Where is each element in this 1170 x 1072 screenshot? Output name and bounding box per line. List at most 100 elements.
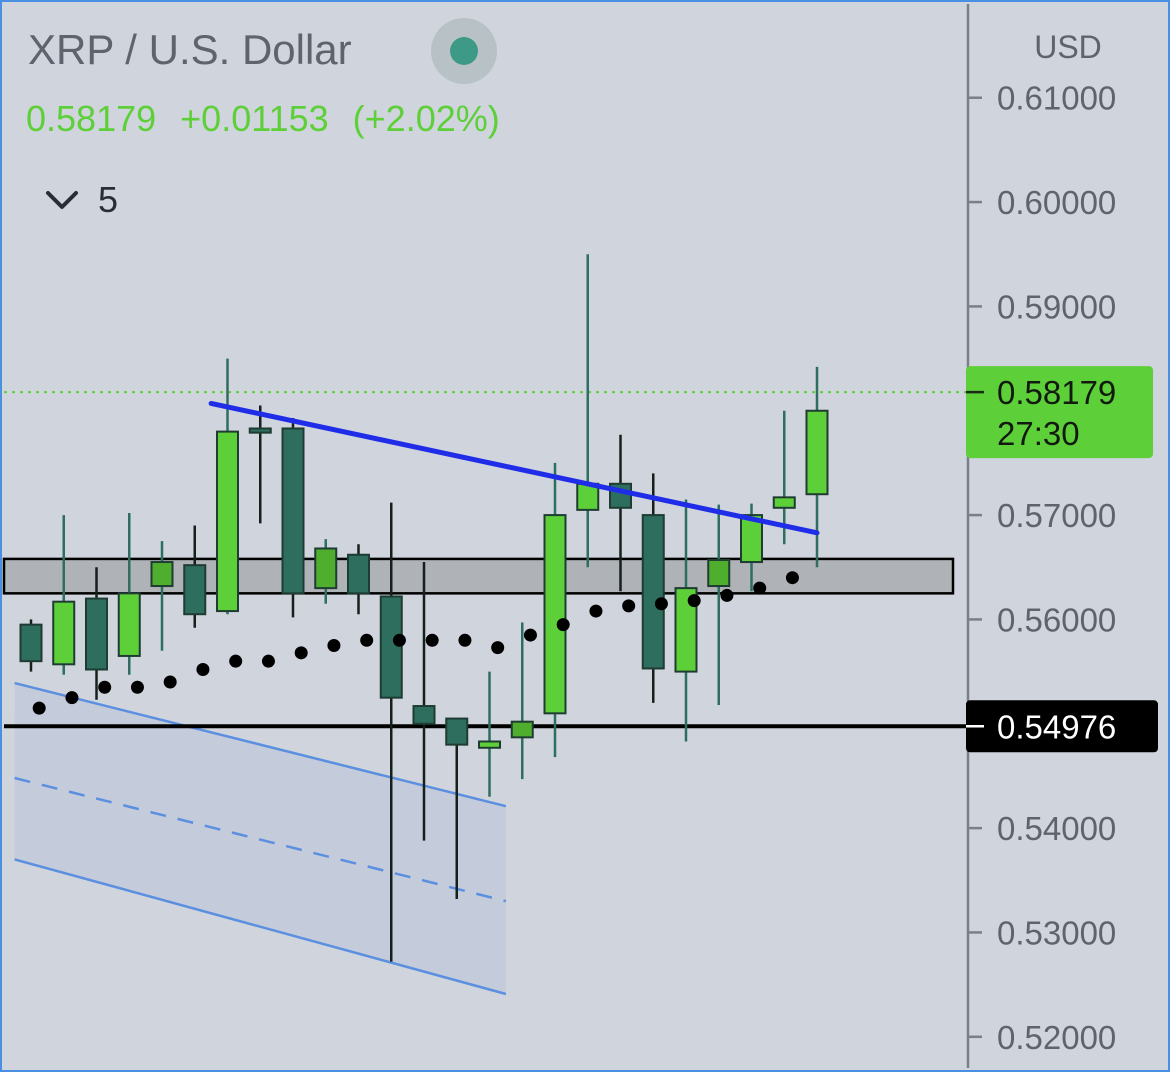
candle-body xyxy=(412,705,436,725)
indicator-dot xyxy=(392,633,406,647)
quote-line: 0.58179 +0.01153 (+2.02%) xyxy=(26,98,514,140)
indicator-dots xyxy=(32,571,799,715)
candle-body xyxy=(248,427,272,434)
candle xyxy=(379,502,403,962)
price-change: +0.01153 xyxy=(180,98,329,139)
current-price-value: 0.58179 xyxy=(997,374,1116,411)
candle xyxy=(150,541,174,651)
y-tick: 0.54000 xyxy=(968,810,1116,847)
candle-body xyxy=(85,597,108,671)
live-dot-icon xyxy=(450,37,478,65)
candle xyxy=(85,567,108,700)
candle xyxy=(478,671,501,797)
support-zone-rect xyxy=(2,557,955,595)
candle xyxy=(445,717,469,900)
descending-trendline xyxy=(208,400,820,536)
indicator-dot xyxy=(556,618,570,632)
candle xyxy=(281,418,305,618)
y-tick-label: 0.54000 xyxy=(997,810,1116,847)
last-price: 0.58179 xyxy=(26,98,157,139)
y-tick-label: 0.57000 xyxy=(997,497,1116,534)
candle-body xyxy=(772,496,796,509)
indicator-dot xyxy=(229,654,243,668)
indicator-dot xyxy=(196,663,210,677)
indicator-dot xyxy=(32,701,46,715)
candle xyxy=(183,525,207,628)
indicators-toggle-button[interactable]: 5 xyxy=(44,178,118,222)
candle-countdown: 27:30 xyxy=(997,415,1080,452)
y-tick: 0.60000 xyxy=(968,184,1116,221)
y-tick-label: 0.52000 xyxy=(997,1019,1116,1056)
candle xyxy=(412,562,436,841)
indicator-dot xyxy=(65,691,79,705)
indicator-dot xyxy=(785,571,799,585)
candle-body xyxy=(805,409,829,496)
candle-body xyxy=(117,592,141,657)
candle-body xyxy=(674,587,698,673)
price-change-percent: (+2.02%) xyxy=(352,98,500,139)
y-tick-label: 0.60000 xyxy=(997,184,1116,221)
indicator-dot xyxy=(163,675,177,689)
candle-body xyxy=(19,623,43,663)
indicator-dot xyxy=(327,639,341,653)
indicator-dot xyxy=(98,680,112,694)
y-tick: 0.52000 xyxy=(968,1019,1116,1056)
candle-body xyxy=(379,595,403,699)
candle xyxy=(347,544,370,615)
indicator-dot xyxy=(753,581,767,595)
y-tick-label: 0.59000 xyxy=(997,288,1116,325)
indicator-dot xyxy=(294,646,308,660)
candle-body xyxy=(281,427,305,595)
candle xyxy=(543,462,567,758)
y-tick: 0.56000 xyxy=(968,601,1116,638)
indicator-dot xyxy=(720,588,734,602)
marked-level-value: 0.54976 xyxy=(997,708,1116,745)
indicator-dot xyxy=(622,599,636,613)
candle xyxy=(805,366,829,568)
live-status-dot[interactable] xyxy=(431,18,497,84)
candle xyxy=(641,473,665,703)
candle-body xyxy=(510,720,534,739)
candle xyxy=(52,515,76,675)
y-tick: 0.59000 xyxy=(968,288,1116,325)
current-price-label: 0.58179 27:30 xyxy=(966,366,1153,459)
candle-body xyxy=(641,514,665,670)
candle-body xyxy=(543,514,567,715)
candle xyxy=(248,405,272,524)
candle-body xyxy=(150,561,174,588)
indicator-dot xyxy=(458,633,472,647)
indicator-dot xyxy=(360,633,374,647)
price-labels: 0.58179 27:30 0.54976 xyxy=(966,366,1158,753)
candle xyxy=(117,513,141,675)
candle-body xyxy=(707,558,731,588)
candle xyxy=(19,619,43,672)
candle-body xyxy=(183,564,207,616)
candle xyxy=(314,539,338,604)
indicator-dot xyxy=(491,641,505,655)
trendline[interactable] xyxy=(208,400,820,536)
price-levels xyxy=(4,391,966,729)
support-zone[interactable] xyxy=(2,557,955,595)
y-tick-label: 0.61000 xyxy=(997,80,1116,117)
candle xyxy=(576,254,600,568)
candle-body xyxy=(445,717,469,746)
y-tick: 0.57000 xyxy=(968,497,1116,534)
candle-body xyxy=(740,514,763,564)
chevron-down-icon xyxy=(46,191,78,209)
candle xyxy=(510,622,534,780)
marked-level-label: 0.54976 xyxy=(966,700,1158,753)
current-price-label-bg xyxy=(966,366,1153,459)
indicator-dot xyxy=(425,633,439,647)
candle xyxy=(707,504,731,705)
channel-middle-line xyxy=(14,776,507,903)
price-axis[interactable]: USD 0.61000 0.60000 0.59000 0.57000 0.56000 0… xyxy=(966,4,1116,1068)
symbol-title[interactable]: XRP / U.S. Dollar xyxy=(28,26,352,73)
indicator-dot xyxy=(130,680,144,694)
descending-channel[interactable] xyxy=(14,681,507,996)
y-tick: 0.53000 xyxy=(968,914,1116,951)
y-tick-label: 0.53000 xyxy=(997,914,1116,951)
candle-body xyxy=(478,740,501,749)
indicator-dot xyxy=(261,654,275,668)
indicator-dot xyxy=(687,594,701,608)
